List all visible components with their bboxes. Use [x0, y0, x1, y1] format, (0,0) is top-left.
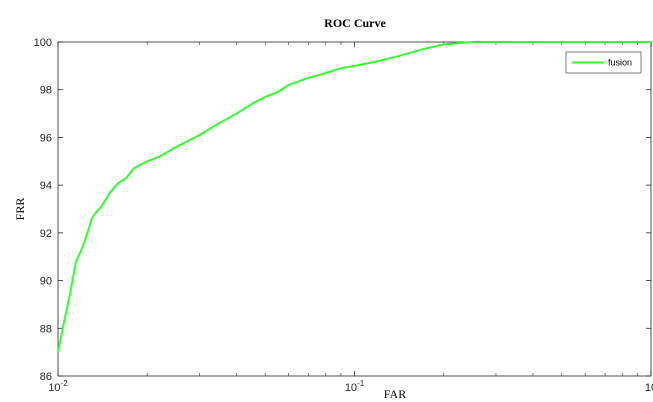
x-axis: 10-2 10-1 10 — [48, 42, 653, 394]
y-tick-label: 86 — [40, 371, 52, 383]
y-tick-label: 92 — [40, 228, 52, 240]
y-tick-label: 88 — [40, 323, 52, 335]
y-tick-label: 90 — [40, 276, 52, 288]
x-tick-label: 10-1 — [345, 379, 365, 394]
series-layer — [57, 41, 651, 353]
y-tick-label: 98 — [40, 85, 52, 97]
legend-label-fusion: fusion — [608, 58, 632, 68]
y-tick-label: 94 — [40, 180, 52, 192]
legend: fusion — [565, 51, 642, 74]
x-tick-label: 10-2 — [48, 379, 68, 394]
chart-title: ROC Curve — [324, 16, 386, 30]
plot-area — [57, 41, 652, 377]
x-axis-label: FAR — [384, 387, 406, 401]
x-tick-label: 10 — [645, 382, 653, 394]
series-line-fusion — [57, 41, 651, 353]
y-axis-label: FRR — [13, 198, 27, 221]
y-axis: 86 88 90 92 94 96 98 100 — [34, 37, 651, 383]
axes-box — [57, 41, 652, 377]
y-tick-label: 96 — [40, 132, 52, 144]
y-tick-label: 100 — [34, 37, 52, 49]
